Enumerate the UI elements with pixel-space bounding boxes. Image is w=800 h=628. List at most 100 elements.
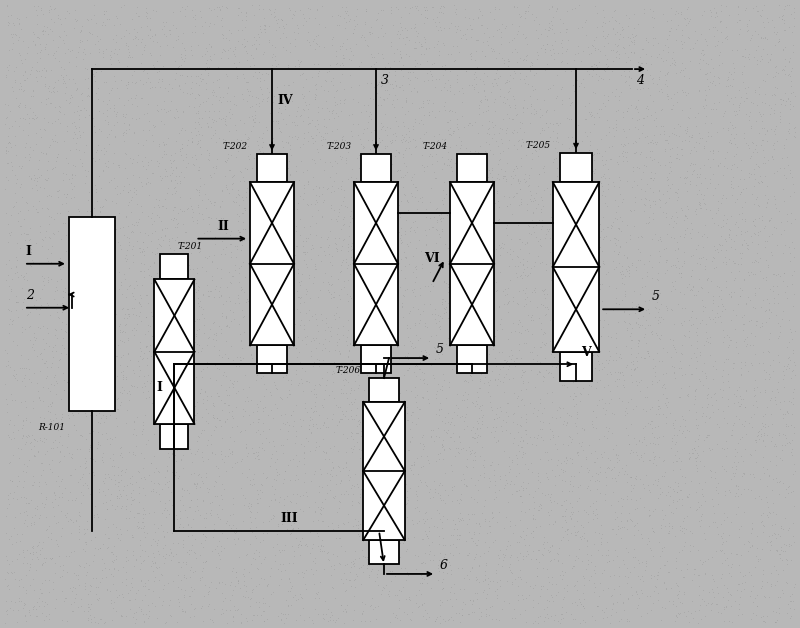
Point [738,445,751,455]
Point [281,524,294,534]
Point [765,485,778,495]
Point [569,580,582,590]
Point [224,374,237,384]
Point [13,18,26,28]
Point [618,307,630,317]
Point [774,271,786,281]
Point [493,267,506,277]
Point [661,138,674,148]
Point [355,247,368,257]
Point [238,205,251,215]
Point [410,73,423,83]
Point [401,609,414,619]
Point [654,522,667,533]
Point [732,397,745,407]
Point [103,439,116,449]
Point [326,526,338,536]
Point [208,239,221,249]
Point [85,581,98,591]
Point [106,455,119,465]
Point [361,370,374,380]
Point [289,426,302,436]
Point [225,316,238,326]
Point [29,65,42,75]
Point [358,529,370,539]
Point [638,206,650,216]
Point [34,588,47,598]
Point [602,62,614,72]
Point [357,148,370,158]
Point [157,352,170,362]
Point [731,9,744,19]
Point [20,433,33,443]
Point [751,316,764,326]
Point [742,418,755,428]
Point [622,72,635,82]
Point [625,480,638,490]
Point [601,433,614,443]
Point [514,491,527,501]
Point [151,99,164,109]
Point [38,112,50,122]
Point [781,406,794,416]
Point [267,291,280,301]
Point [434,548,446,558]
Point [435,585,448,595]
Point [420,203,433,214]
Point [632,319,645,329]
Point [141,21,154,31]
Point [773,477,786,487]
Point [155,268,168,278]
Point [442,418,454,428]
Point [302,119,314,129]
Point [42,300,54,310]
Point [257,426,270,436]
Point [43,614,56,624]
Point [692,227,705,237]
Point [718,507,731,517]
Point [305,115,318,125]
Point [746,269,759,279]
Point [399,252,412,263]
Point [340,202,353,212]
Point [310,565,322,575]
Point [498,446,510,456]
Point [547,596,560,606]
Point [657,55,670,65]
Point [75,219,88,229]
Point [466,536,479,546]
Point [169,340,182,350]
Point [80,570,93,580]
Point [113,160,126,170]
Point [303,377,316,387]
Point [286,421,299,431]
Point [549,153,562,163]
Point [688,207,701,217]
Point [216,299,229,309]
Point [763,333,776,344]
Point [55,615,68,625]
Point [18,611,31,621]
Point [125,207,138,217]
Point [314,135,327,145]
Point [730,109,743,119]
Point [554,403,566,413]
Point [138,590,151,600]
Point [395,102,408,112]
Point [745,97,758,107]
Point [663,408,676,418]
Point [672,244,685,254]
Point [69,77,82,87]
Point [456,111,469,121]
Point [560,420,573,430]
Point [258,605,270,615]
Point [152,200,165,210]
Point [19,615,32,625]
Point [515,497,528,507]
Point [374,492,386,502]
Point [247,448,260,458]
Point [622,71,635,81]
Point [238,406,251,416]
Point [391,45,404,55]
Point [543,224,556,234]
